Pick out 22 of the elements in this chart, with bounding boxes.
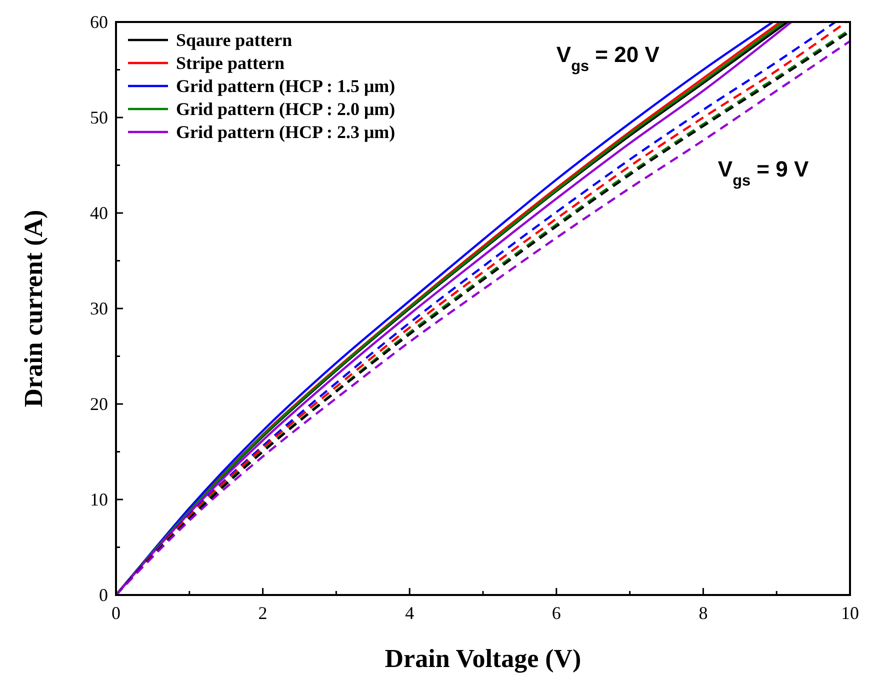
annotation: V$_{gs}$ = 9 V [718, 156, 809, 190]
y-tick-label: 10 [90, 490, 108, 510]
x-tick-label: 8 [698, 603, 708, 623]
y-tick-label: 50 [90, 108, 108, 128]
x-tick-label: 0 [112, 603, 120, 623]
annotation: V$_{gs}$ = 20 V [556, 42, 660, 75]
legend-label: Stripe pattern [176, 53, 284, 73]
y-tick-label: 30 [90, 298, 108, 318]
legend-label: Sqaure pattern [176, 30, 292, 50]
legend-label: Grid pattern (HCP : 1.5 μm) [176, 76, 396, 96]
x-tick-label: 6 [552, 603, 561, 623]
y-tick-label: 20 [90, 394, 108, 414]
x-tick-label: 10 [841, 603, 859, 623]
legend-label: Grid pattern (HCP : 2.0 μm) [176, 99, 396, 119]
y-tick-label: 60 [90, 12, 108, 32]
x-tick-label: 4 [405, 603, 414, 623]
legend-label: Grid pattern (HCP : 2.3 μm) [176, 122, 396, 142]
y-axis-title: Drain current (A) [19, 210, 48, 408]
y-tick-label: 40 [90, 203, 108, 223]
x-axis-title: Drain Voltage (V) [384, 644, 582, 673]
x-tick-label: 2 [258, 603, 268, 623]
y-tick-label: 0 [99, 585, 108, 605]
